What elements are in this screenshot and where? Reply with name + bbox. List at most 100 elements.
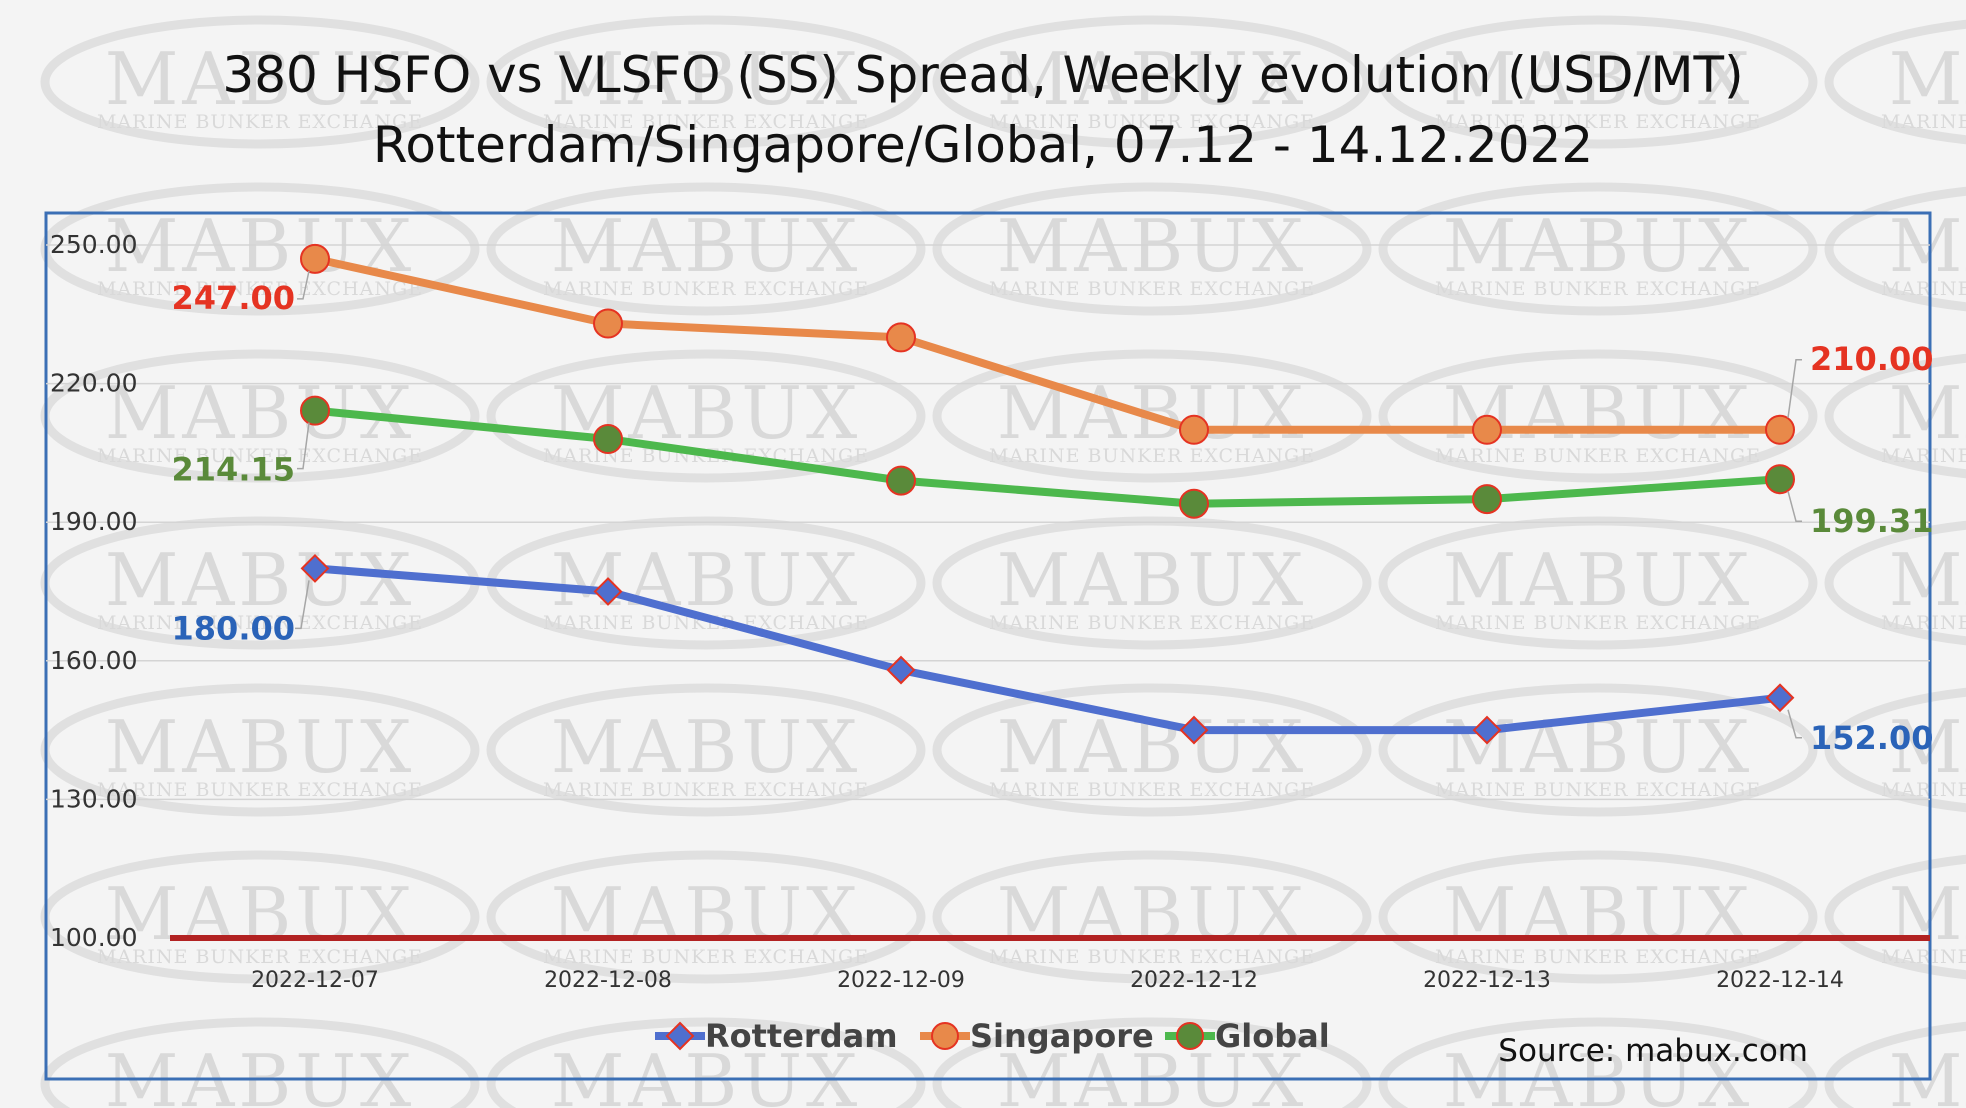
svg-text:MARINE BUNKER EXCHANGE: MARINE BUNKER EXCHANGE: [1881, 278, 1966, 300]
svg-text:MARINE BUNKER EXCHANGE: MARINE BUNKER EXCHANGE: [97, 111, 423, 133]
label-leader: [1787, 359, 1802, 418]
data-label-rotterdam: 152.00: [1810, 719, 1933, 757]
svg-text:MARINE BUNKER EXCHANGE: MARINE BUNKER EXCHANGE: [1881, 612, 1966, 634]
svg-text:MARINE BUNKER EXCHANGE: MARINE BUNKER EXCHANGE: [543, 612, 869, 634]
y-tick-label: 190.00: [50, 507, 137, 536]
svg-text:MARINE BUNKER EXCHANGE: MARINE BUNKER EXCHANGE: [1435, 111, 1761, 133]
svg-text:MARINE BUNKER EXCHANGE: MARINE BUNKER EXCHANGE: [543, 946, 869, 968]
svg-text:MARINE BUNKER EXCHANGE: MARINE BUNKER EXCHANGE: [1435, 779, 1761, 801]
svg-text:MABUX: MABUX: [551, 204, 862, 288]
svg-text:MARINE BUNKER EXCHANGE: MARINE BUNKER EXCHANGE: [989, 612, 1315, 634]
legend-label: Rotterdam: [705, 1017, 898, 1055]
data-point-singapore: [1765, 414, 1795, 445]
data-point-rotterdam: [1765, 683, 1795, 713]
data-point-global: [1765, 464, 1795, 495]
svg-text:MARINE BUNKER EXCHANGE: MARINE BUNKER EXCHANGE: [1881, 445, 1966, 467]
svg-text:MABUX: MABUX: [1443, 538, 1754, 622]
series-singapore: [300, 243, 1795, 445]
data-label-singapore: 247.00: [172, 279, 295, 317]
svg-text:MABUX: MABUX: [551, 37, 862, 121]
legend-item-global: Global: [1165, 1017, 1330, 1055]
label-leader: [1787, 490, 1802, 522]
y-tick-label: 100.00: [50, 923, 137, 952]
x-axis: 2022-12-07 2022-12-08 2022-12-09 2022-12-12…: [251, 968, 1844, 993]
svg-text:MARINE BUNKER EXCHANGE: MARINE BUNKER EXCHANGE: [1435, 946, 1761, 968]
data-point-rotterdam: [1179, 715, 1209, 745]
svg-text:MABUX: MABUX: [997, 538, 1308, 622]
svg-text:MABUX: MABUX: [1889, 371, 1966, 455]
x-tick-label: 2022-12-14: [1716, 968, 1844, 993]
svg-text:MABUX: MABUX: [1889, 37, 1966, 121]
svg-text:MABUX: MABUX: [1889, 204, 1966, 288]
svg-text:MARINE BUNKER EXCHANGE: MARINE BUNKER EXCHANGE: [1881, 946, 1966, 968]
svg-text:MABUX: MABUX: [105, 538, 416, 622]
svg-text:MABUX: MABUX: [105, 204, 416, 288]
plot-frame: [44, 211, 1932, 1081]
data-point-singapore: [886, 322, 916, 353]
legend-swatch-marker: [665, 1021, 695, 1051]
svg-text:MARINE BUNKER EXCHANGE: MARINE BUNKER EXCHANGE: [989, 445, 1315, 467]
svg-text:MABUX: MABUX: [551, 1039, 862, 1108]
data-point-singapore: [1179, 414, 1209, 445]
svg-text:MARINE BUNKER EXCHANGE: MARINE BUNKER EXCHANGE: [97, 612, 423, 634]
svg-text:MARINE BUNKER EXCHANGE: MARINE BUNKER EXCHANGE: [543, 779, 869, 801]
data-point-rotterdam: [1472, 715, 1502, 745]
svg-text:MARINE BUNKER EXCHANGE: MARINE BUNKER EXCHANGE: [97, 946, 423, 968]
data-point-global: [300, 395, 330, 426]
legend-label: Singapore: [970, 1017, 1154, 1055]
svg-text:MABUX: MABUX: [997, 204, 1308, 288]
svg-text:MABUX: MABUX: [105, 1039, 416, 1108]
svg-text:MARINE BUNKER EXCHANGE: MARINE BUNKER EXCHANGE: [1435, 445, 1761, 467]
svg-text:MARINE BUNKER EXCHANGE: MARINE BUNKER EXCHANGE: [543, 278, 869, 300]
data-point-global: [886, 465, 916, 496]
series-line-global: [314, 406, 1781, 508]
data-point-rotterdam: [593, 577, 623, 606]
series-layer: [300, 243, 1795, 745]
svg-text:MARINE BUNKER EXCHANGE: MARINE BUNKER EXCHANGE: [989, 779, 1315, 801]
svg-text:MABUX: MABUX: [997, 1039, 1308, 1108]
svg-text:MABUX: MABUX: [105, 37, 416, 121]
legend-item-singapore: Singapore: [920, 1017, 1154, 1055]
svg-text:MARINE BUNKER EXCHANGE: MARINE BUNKER EXCHANGE: [1881, 779, 1966, 801]
x-tick-label: 2022-12-08: [544, 968, 672, 993]
data-point-rotterdam: [886, 655, 916, 685]
source-label: Source: mabux.com: [1498, 1033, 1808, 1069]
x-tick-label: 2022-12-13: [1423, 968, 1551, 993]
svg-text:MABUX: MABUX: [1443, 37, 1754, 121]
data-labels: 180.00 152.00 247.00 210.00 214.15 199.31: [172, 270, 1933, 757]
chart-title-line-2: Rotterdam/Singapore/Global, 07.12 - 14.1…: [373, 116, 1593, 174]
svg-text:MABUX: MABUX: [997, 872, 1308, 956]
svg-text:MABUX: MABUX: [1443, 204, 1754, 288]
svg-text:MABUX: MABUX: [551, 538, 862, 622]
x-tick-label: 2022-12-09: [837, 968, 965, 993]
data-label-global: 214.15: [172, 451, 295, 489]
svg-text:MARINE BUNKER EXCHANGE: MARINE BUNKER EXCHANGE: [97, 779, 423, 801]
data-point-global: [1472, 484, 1502, 515]
series-line-singapore: [314, 254, 1780, 434]
svg-text:MARINE BUNKER EXCHANGE: MARINE BUNKER EXCHANGE: [1881, 111, 1966, 133]
svg-text:MARINE BUNKER EXCHANGE: MARINE BUNKER EXCHANGE: [989, 278, 1315, 300]
svg-text:MARINE BUNKER EXCHANGE: MARINE BUNKER EXCHANGE: [97, 445, 423, 467]
svg-text:MARINE BUNKER EXCHANGE: MARINE BUNKER EXCHANGE: [1435, 278, 1761, 300]
